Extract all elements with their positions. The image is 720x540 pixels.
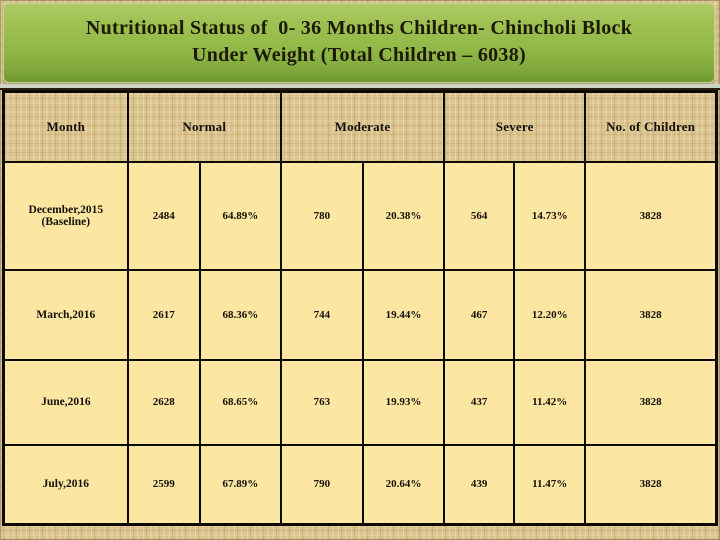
severe-percent-cell: 14.73% bbox=[513, 160, 587, 271]
normal-count-cell: 2599 bbox=[126, 443, 201, 526]
children-count-cell: 3828 bbox=[584, 160, 718, 271]
column-header-severe: Severe bbox=[443, 90, 587, 163]
slide-title-bar: Nutritional Status of 0- 36 Months Child… bbox=[3, 3, 715, 83]
title-divider-dark bbox=[0, 88, 720, 90]
normal-percent-cell: 64.89% bbox=[198, 160, 282, 271]
table-row: July,2016 2599 67.89% 790 20.64% 439 11.… bbox=[2, 443, 718, 526]
column-header-normal: Normal bbox=[126, 90, 282, 163]
moderate-percent-cell: 19.93% bbox=[361, 358, 446, 446]
title-divider-light bbox=[0, 84, 720, 88]
normal-count-cell: 2628 bbox=[126, 358, 201, 446]
column-header-no-of-children: No. of Children bbox=[584, 90, 718, 163]
normal-percent-cell: 68.65% bbox=[198, 358, 282, 446]
slide-title-line2: Under Weight (Total Children – 6038) bbox=[192, 44, 526, 66]
month-cell: July,2016 bbox=[2, 443, 129, 526]
table-header-row: Month Normal Moderate Severe No. of Chil… bbox=[2, 90, 718, 163]
normal-count-cell: 2617 bbox=[126, 268, 201, 361]
normal-percent-cell: 68.36% bbox=[198, 268, 282, 361]
children-count-cell: 3828 bbox=[584, 268, 718, 361]
table-row: June,2016 2628 68.65% 763 19.93% 437 11.… bbox=[2, 358, 718, 446]
moderate-count-cell: 763 bbox=[279, 358, 364, 446]
month-cell: June,2016 bbox=[2, 358, 129, 446]
children-count-cell: 3828 bbox=[584, 358, 718, 446]
severe-percent-cell: 12.20% bbox=[513, 268, 587, 361]
column-header-moderate: Moderate bbox=[279, 90, 446, 163]
table-body: December,2015 (Baseline) 2484 64.89% 780… bbox=[2, 160, 718, 526]
month-cell: December,2015 (Baseline) bbox=[2, 160, 129, 271]
severe-percent-cell: 11.47% bbox=[513, 443, 587, 526]
moderate-count-cell: 790 bbox=[279, 443, 364, 526]
column-header-month: Month bbox=[2, 90, 129, 163]
moderate-count-cell: 780 bbox=[279, 160, 364, 271]
moderate-count-cell: 744 bbox=[279, 268, 364, 361]
severe-percent-cell: 11.42% bbox=[513, 358, 587, 446]
severe-count-cell: 439 bbox=[443, 443, 516, 526]
normal-percent-cell: 67.89% bbox=[198, 443, 282, 526]
slide-title-line1: Nutritional Status of 0- 36 Months Child… bbox=[85, 17, 633, 39]
moderate-percent-cell: 20.38% bbox=[361, 160, 446, 271]
nutrition-status-table: Month Normal Moderate Severe No. of Chil… bbox=[2, 90, 718, 526]
children-count-cell: 3828 bbox=[584, 443, 718, 526]
normal-count-cell: 2484 bbox=[126, 160, 201, 271]
table-row: December,2015 (Baseline) 2484 64.89% 780… bbox=[2, 160, 718, 271]
table-row: March,2016 2617 68.36% 744 19.44% 467 12… bbox=[2, 268, 718, 361]
month-cell: March,2016 bbox=[2, 268, 129, 361]
moderate-percent-cell: 20.64% bbox=[361, 443, 446, 526]
severe-count-cell: 467 bbox=[443, 268, 516, 361]
severe-count-cell: 437 bbox=[443, 358, 516, 446]
severe-count-cell: 564 bbox=[443, 160, 516, 271]
moderate-percent-cell: 19.44% bbox=[361, 268, 446, 361]
